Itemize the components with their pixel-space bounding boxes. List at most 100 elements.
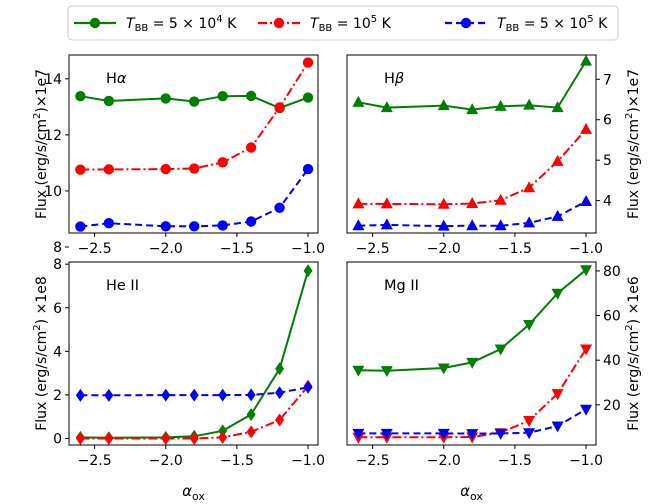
- panels: −2.5 −2.0 −1.5 −1.0 8 10 12 14 Hα Flux (erg/s/cm2…: [32, 54, 642, 503]
- data-point: [580, 122, 593, 134]
- series-line: [358, 408, 587, 435]
- data-point: [466, 103, 479, 115]
- data-point: [523, 415, 536, 427]
- y-tick-label: 8: [53, 257, 62, 273]
- data-point: [217, 157, 228, 168]
- panel-bottom-right: −2.5 −2.0 −1.5 −1.0 20 40 60 80 Mg II Flux (erg/s…: [346, 261, 642, 503]
- axes-frame: [346, 261, 597, 446]
- data-point: [246, 425, 256, 439]
- x-tick-label: −2.5: [356, 241, 390, 257]
- series-line: [358, 200, 587, 228]
- x-tick-label: −2.0: [427, 453, 461, 469]
- data-point: [580, 344, 593, 356]
- legend-entry-3: TBB = 5 × 105 K: [445, 14, 608, 34]
- y-axis-label: Flux (erg/s/cm2)×1e7: [624, 69, 642, 219]
- data-point: [466, 219, 479, 231]
- y-tick-label: 4: [603, 194, 612, 210]
- data-point: [245, 90, 257, 102]
- y-tick-label: 60: [603, 309, 621, 325]
- data-point: [523, 98, 536, 110]
- y-tick-label: 6: [53, 301, 62, 317]
- data-point: [245, 216, 257, 227]
- data-point: [189, 96, 200, 107]
- series-3: [352, 404, 593, 441]
- series-line: [358, 128, 587, 206]
- data-point: [104, 388, 114, 402]
- axes-frame: [346, 54, 597, 234]
- data-point: [161, 388, 171, 402]
- data-point: [161, 431, 171, 445]
- x-tick-label: −2.5: [78, 241, 112, 257]
- data-point: [551, 209, 564, 221]
- data-point: [104, 431, 114, 445]
- series-line: [80, 62, 309, 171]
- data-point: [437, 428, 450, 440]
- data-point: [494, 99, 507, 111]
- data-point: [189, 388, 199, 402]
- x-axis-label: αox: [182, 482, 205, 503]
- data-point: [380, 101, 393, 113]
- data-point: [380, 428, 393, 440]
- x-tick-label: −2.0: [149, 241, 183, 257]
- data-point: [551, 101, 564, 113]
- panel-title: He II: [106, 278, 139, 294]
- x-tick-label: −2.5: [356, 453, 390, 469]
- data-point: [551, 389, 564, 401]
- data-point: [437, 99, 450, 111]
- y-axis-label: Flux (erg/s/cm2) ×1e8: [32, 276, 50, 431]
- legend-label: TBB = 105 K: [310, 14, 392, 34]
- series-line: [80, 270, 309, 439]
- y-tick-label: 2: [53, 388, 62, 404]
- series-2: [75, 57, 314, 175]
- data-point: [103, 164, 115, 175]
- series-line: [80, 168, 309, 228]
- data-point: [352, 197, 365, 209]
- data-point: [275, 413, 285, 427]
- data-point: [580, 265, 593, 277]
- data-point: [303, 380, 313, 394]
- data-point: [352, 95, 365, 107]
- data-point: [303, 264, 313, 278]
- data-point: [494, 219, 507, 231]
- x-tick-label: −1.5: [220, 453, 254, 469]
- data-point: [217, 220, 228, 231]
- data-point: [551, 288, 564, 300]
- data-point: [580, 54, 593, 66]
- x-tick-label: −2.0: [149, 453, 183, 469]
- data-point: [189, 431, 199, 445]
- data-point: [551, 421, 564, 433]
- x-tick-label: −1.0: [569, 453, 603, 469]
- data-point: [437, 363, 450, 375]
- data-point: [580, 404, 593, 416]
- data-point: [494, 193, 507, 205]
- data-point: [160, 163, 171, 175]
- series-2: [352, 344, 593, 444]
- y-tick-label: 0: [53, 431, 62, 447]
- data-point: [75, 388, 85, 402]
- axes-frame: [68, 261, 319, 446]
- x-tick-label: −2.5: [78, 453, 112, 469]
- data-point: [380, 366, 393, 378]
- data-point: [245, 142, 257, 153]
- y-axis-label: Flux (erg/s/cm2)×1e7: [32, 69, 50, 219]
- x-tick-label: −2.0: [427, 241, 461, 257]
- data-point: [218, 430, 228, 444]
- x-tick-label: −1.0: [569, 241, 603, 257]
- y-tick-label: 6: [603, 113, 612, 129]
- x-tick-label: −1.0: [291, 241, 325, 257]
- data-point: [580, 194, 593, 206]
- series-1: [352, 265, 593, 378]
- series-3: [75, 380, 313, 402]
- y-tick-label: 14: [44, 72, 62, 88]
- data-point: [218, 424, 228, 438]
- data-point: [275, 386, 285, 400]
- y-tick-label: 80: [603, 264, 621, 280]
- x-tick-label: −1.0: [291, 453, 325, 469]
- data-point: [160, 93, 171, 104]
- data-point: [275, 362, 285, 376]
- panel-top-right: −2.5 −2.0 −1.5 −1.0 4 5 6 7 Hβ Flux (erg/s/cm2)×1…: [346, 54, 642, 257]
- data-point: [523, 319, 536, 331]
- legend-marker: [273, 17, 285, 29]
- data-point: [380, 218, 393, 230]
